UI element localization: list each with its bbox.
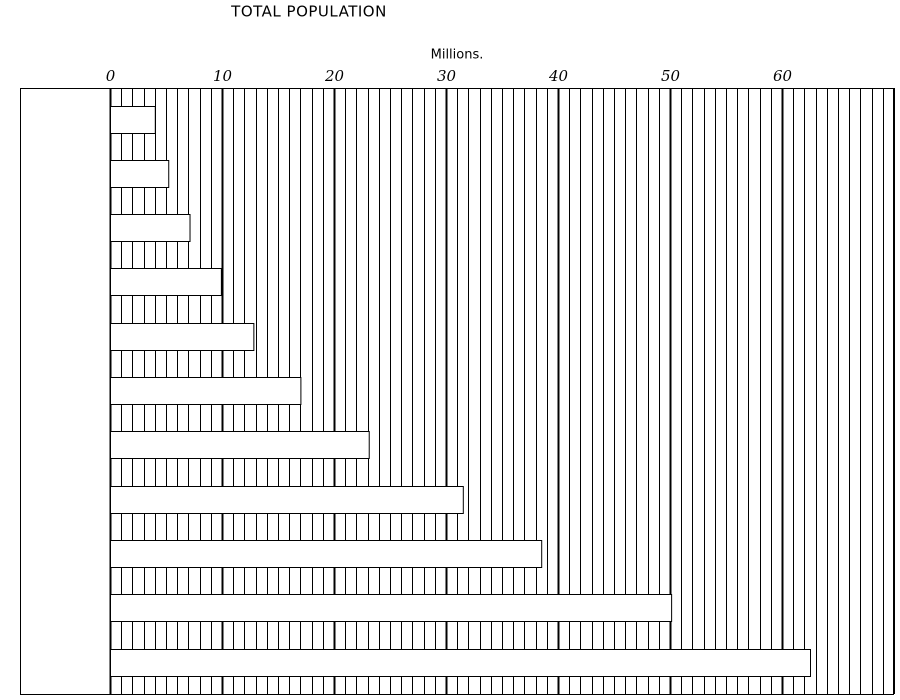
bar xyxy=(110,649,811,677)
bar xyxy=(110,377,302,405)
bar xyxy=(110,594,673,622)
x-tick-label: 0 xyxy=(106,67,116,85)
chart-title: TOTAL POPULATION xyxy=(230,3,387,21)
x-tick-label: 10 xyxy=(213,67,233,85)
bar xyxy=(110,540,543,568)
bar xyxy=(110,323,255,351)
x-tick-label: 40 xyxy=(548,67,569,85)
bar xyxy=(110,486,464,514)
x-tick-label: 30 xyxy=(437,67,457,85)
x-tick-label: 60 xyxy=(773,67,793,85)
x-tick-label: 20 xyxy=(324,67,345,85)
bar xyxy=(110,160,170,188)
bar xyxy=(110,268,222,296)
bar xyxy=(110,106,156,134)
bars xyxy=(110,106,811,677)
x-axis-label: Millions. xyxy=(431,48,484,63)
bar xyxy=(110,214,191,242)
bar xyxy=(110,431,370,459)
frame xyxy=(20,88,894,695)
x-tick-label: 50 xyxy=(661,67,681,85)
